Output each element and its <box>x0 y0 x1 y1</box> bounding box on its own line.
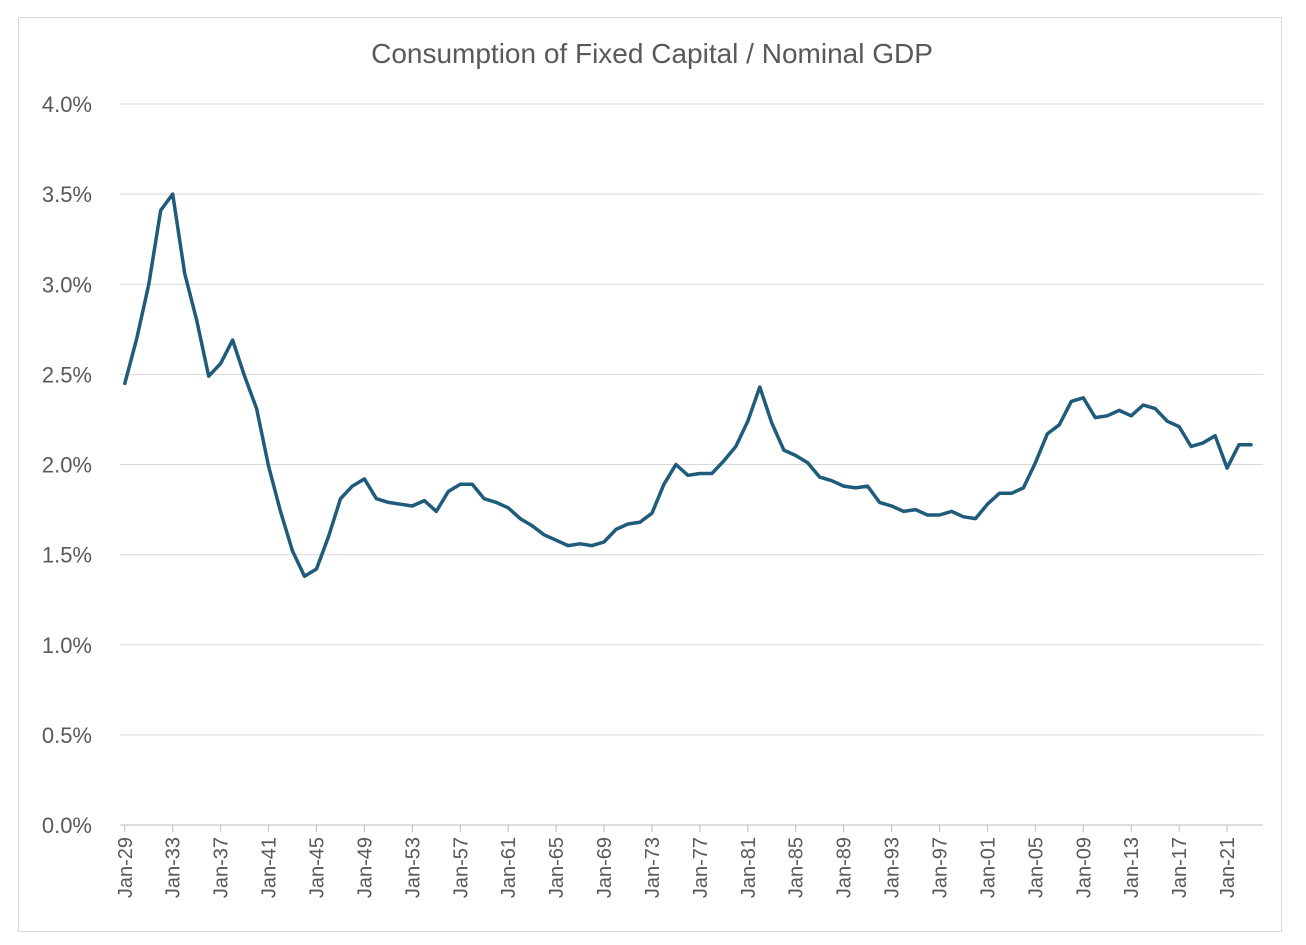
x-tick-label: Jan-13 <box>1121 837 1143 898</box>
y-tick-label: 3.0% <box>42 272 92 297</box>
x-tick-label: Jan-97 <box>930 837 952 898</box>
x-tick-label: Jan-73 <box>642 837 664 898</box>
x-tick-label: Jan-85 <box>786 837 808 898</box>
y-tick-label: 0.0% <box>42 813 92 838</box>
x-tick-label: Jan-29 <box>115 837 137 898</box>
x-tick-label: Jan-45 <box>306 837 328 898</box>
y-tick-label: 2.0% <box>42 453 92 478</box>
x-tick-label: Jan-77 <box>690 837 712 898</box>
x-tick-label: Jan-69 <box>594 837 616 898</box>
x-tick-label: Jan-33 <box>163 837 185 898</box>
y-tick-label: 1.0% <box>42 633 92 658</box>
x-tick-label: Jan-17 <box>1169 837 1191 898</box>
x-tick-label: Jan-37 <box>211 837 233 898</box>
chart-frame <box>18 17 1282 932</box>
x-tick-label: Jan-53 <box>402 837 424 898</box>
x-tick-label: Jan-05 <box>1025 837 1047 898</box>
y-tick-label: 4.0% <box>42 92 92 117</box>
series-line <box>123 192 1253 579</box>
y-tick-label: 1.5% <box>42 543 92 568</box>
x-tick-label: Jan-49 <box>354 837 376 898</box>
series-layer <box>123 192 1253 579</box>
gridlines <box>120 103 1263 736</box>
x-tick-label: Jan-93 <box>882 837 904 898</box>
x-tick-label: Jan-89 <box>834 837 856 898</box>
x-tick-label: Jan-57 <box>450 837 472 898</box>
x-tick-label: Jan-01 <box>977 837 999 898</box>
chart-title: Consumption of Fixed Capital / Nominal G… <box>371 38 933 69</box>
x-tick-label: Jan-65 <box>546 837 568 898</box>
y-tick-label: 3.5% <box>42 182 92 207</box>
x-tick-label: Jan-41 <box>259 837 281 898</box>
x-tick-label: Jan-81 <box>738 837 760 898</box>
y-axis-tick-labels: 0.0% 0.5% 1.0% 1.5% 2.0% 2.5% 3.0% 3.5% 4.0% <box>42 92 92 838</box>
x-tick-label: Jan-09 <box>1073 837 1095 898</box>
y-tick-label: 2.5% <box>42 362 92 387</box>
x-tick-label: Jan-21 <box>1217 837 1239 898</box>
y-tick-label: 0.5% <box>42 723 92 748</box>
x-tick-label: Jan-61 <box>498 837 520 898</box>
x-axis-ticks: Jan-29 Jan-33 Jan-37 Jan-41 Jan-45 Jan-49 Jan-… <box>115 825 1239 898</box>
